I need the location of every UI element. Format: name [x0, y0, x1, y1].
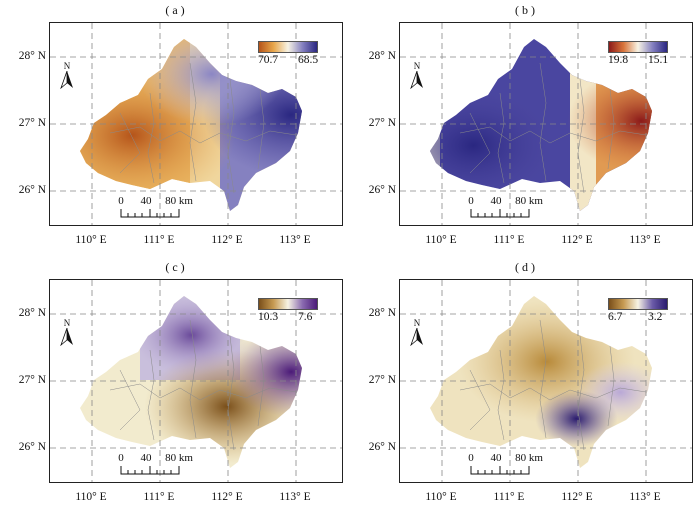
- lon-tick-113: 113° E: [629, 491, 661, 503]
- legend-max-value: 7.6: [298, 311, 313, 323]
- scale-label-80: 80 km: [165, 195, 193, 207]
- lon-tick-110: 110° E: [75, 234, 107, 246]
- graticule: [400, 280, 692, 482]
- scale-label-40: 40: [490, 195, 502, 207]
- legend-min-value: 10.3: [258, 311, 279, 323]
- lat-tick-28: 28° N: [18, 307, 46, 319]
- lat-tick-26: 26° N: [368, 184, 396, 196]
- lat-tick-28: 28° N: [18, 50, 46, 62]
- lon-tick-111: 111° E: [493, 234, 525, 246]
- scale-label-40: 40: [140, 452, 152, 464]
- legend-colorbar: [258, 41, 318, 53]
- scale-ruler: [470, 209, 530, 218]
- lon-tick-111: 111° E: [143, 234, 175, 246]
- graticule: [400, 23, 692, 225]
- legend-max-value: 15.1: [648, 54, 669, 66]
- map-svg: [400, 280, 692, 482]
- map-frame: 10.3 7.6 N 0 40 80 km: [49, 279, 343, 483]
- legend-max-value: 68.5: [298, 54, 319, 66]
- scale-ruler: [120, 209, 180, 218]
- legend-min-value: 70.7: [258, 54, 279, 66]
- legend-colorbar: [608, 298, 668, 310]
- lon-tick-112: 112° E: [561, 234, 593, 246]
- scale-label-0: 0: [468, 195, 474, 207]
- legend-colorbar: [258, 298, 318, 310]
- map-frame: 19.8 15.1 N 0 40 80 km: [399, 22, 693, 226]
- map-svg: [50, 23, 342, 225]
- lat-tick-27: 27° N: [368, 117, 396, 129]
- scale-label-0: 0: [118, 452, 124, 464]
- lat-tick-27: 27° N: [368, 374, 396, 386]
- legend-min-value: 19.8: [608, 54, 629, 66]
- graticule: [50, 23, 342, 225]
- lat-tick-26: 26° N: [368, 441, 396, 453]
- lat-tick-28: 28° N: [368, 307, 396, 319]
- legend-colorbar: [608, 41, 668, 53]
- lon-tick-113: 113° E: [279, 491, 311, 503]
- map-panel-a: ( a ): [0, 0, 350, 257]
- map-panel-d: ( d ): [350, 257, 700, 514]
- lon-tick-112: 112° E: [211, 234, 243, 246]
- lon-tick-112: 112° E: [561, 491, 593, 503]
- legend-max-value: 3.2: [648, 311, 663, 323]
- north-arrow-icon: N: [410, 318, 424, 346]
- panel-label: ( b ): [515, 3, 535, 17]
- lat-tick-27: 27° N: [18, 374, 46, 386]
- lon-tick-113: 113° E: [629, 234, 661, 246]
- graticule: [50, 280, 342, 482]
- lon-tick-110: 110° E: [425, 491, 457, 503]
- panel-label: ( d ): [515, 260, 535, 274]
- north-label: N: [413, 61, 421, 71]
- map-svg: [50, 280, 342, 482]
- lat-tick-26: 26° N: [18, 184, 46, 196]
- lon-tick-111: 111° E: [493, 491, 525, 503]
- scale-label-80: 80 km: [515, 195, 543, 207]
- north-arrow-icon: N: [60, 318, 74, 346]
- north-arrow-icon: N: [410, 61, 424, 89]
- scale-label-0: 0: [468, 452, 474, 464]
- scale-ruler: [470, 466, 530, 475]
- scale-label-0: 0: [118, 195, 124, 207]
- lat-tick-26: 26° N: [18, 441, 46, 453]
- scale-label-40: 40: [140, 195, 152, 207]
- north-label: N: [413, 318, 421, 328]
- legend-min-value: 6.7: [608, 311, 623, 323]
- scale-ruler: [120, 466, 180, 475]
- map-panel-c: ( c ): [0, 257, 350, 514]
- map-frame: 6.7 3.2 N 0 40 80 km: [399, 279, 693, 483]
- lat-tick-28: 28° N: [368, 50, 396, 62]
- north-arrow-icon: N: [60, 61, 74, 89]
- scale-label-40: 40: [490, 452, 502, 464]
- panel-label: ( a ): [165, 3, 185, 17]
- map-panel-b: ( b ): [350, 0, 700, 257]
- lon-tick-112: 112° E: [211, 491, 243, 503]
- lon-tick-113: 113° E: [279, 234, 311, 246]
- scale-label-80: 80 km: [165, 452, 193, 464]
- north-label: N: [63, 318, 71, 328]
- map-frame: 70.7 68.5 N 0 40 80 km: [49, 22, 343, 226]
- lon-tick-111: 111° E: [143, 491, 175, 503]
- map-svg: [400, 23, 692, 225]
- scale-label-80: 80 km: [515, 452, 543, 464]
- lon-tick-110: 110° E: [75, 491, 107, 503]
- lon-tick-110: 110° E: [425, 234, 457, 246]
- lat-tick-27: 27° N: [18, 117, 46, 129]
- north-label: N: [63, 61, 71, 71]
- panel-label: ( c ): [165, 260, 185, 274]
